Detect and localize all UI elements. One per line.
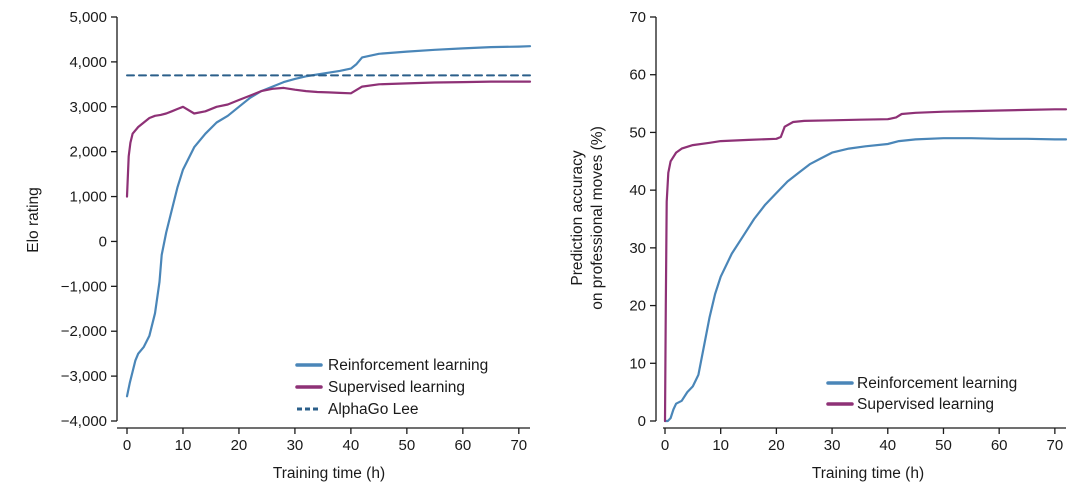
elo-y-tick-label-3: −1,000 — [61, 278, 107, 295]
accuracy-legend-label-sl: Supervised learning — [857, 396, 994, 413]
elo-x-tick-label-6: 60 — [454, 437, 471, 454]
elo-x-tick-label-5: 50 — [399, 437, 416, 454]
elo-y-tick-label-4: 0 — [99, 233, 107, 250]
elo-legend: Reinforcement learning Supervised learni… — [295, 357, 488, 418]
accuracy-series-reinforcement-learning-line — [663, 137, 1068, 423]
elo-y-tick-label-0: −4,000 — [61, 413, 107, 430]
elo-chart: −4,000 −3,000 −2,000 −1,000 0 1,000 2,000 3,000… — [25, 9, 532, 482]
accuracy-y-tick-label-5: 50 — [629, 124, 646, 141]
accuracy-x-tick-label-6: 60 — [991, 437, 1008, 454]
accuracy-x-tick-label-1: 10 — [712, 437, 729, 454]
accuracy-y-tick-label-3: 30 — [629, 240, 646, 257]
elo-legend-label-sl: Supervised learning — [328, 379, 465, 396]
accuracy-y-tick-label-4: 40 — [629, 182, 646, 199]
accuracy-x-tick-label-3: 30 — [824, 437, 841, 454]
accuracy-legend: Reinforcement learning Supervised learni… — [826, 375, 1017, 413]
accuracy-y-axis-label-line2: on professional moves (%) — [589, 126, 606, 310]
elo-series-reinforcement-learning-line — [125, 45, 532, 398]
elo-legend-label-alphago: AlphaGo Lee — [328, 401, 419, 418]
elo-x-tick-label-4: 40 — [343, 437, 360, 454]
accuracy-y-tick-label-2: 20 — [629, 298, 646, 315]
accuracy-x-tick-label-4: 40 — [879, 437, 896, 454]
elo-y-tick-label-9: 5,000 — [69, 9, 107, 26]
elo-y-tick-label-2: −2,000 — [61, 323, 107, 340]
elo-y-tick-label-7: 3,000 — [69, 99, 107, 116]
elo-y-axis: −4,000 −3,000 −2,000 −1,000 0 1,000 2,000 3,000… — [61, 9, 118, 430]
accuracy-y-axis: 0 10 20 30 40 50 60 70 — [629, 9, 657, 430]
elo-x-axis: 0 10 20 30 40 50 60 70 — [117, 427, 530, 454]
accuracy-x-tick-label-2: 20 — [768, 437, 785, 454]
accuracy-x-tick-label-0: 0 — [661, 437, 669, 454]
elo-x-axis-label: Training time (h) — [273, 465, 385, 482]
elo-x-tick-label-1: 10 — [175, 437, 192, 454]
accuracy-legend-label-rl: Reinforcement learning — [857, 375, 1017, 392]
elo-x-tick-label-7: 70 — [510, 437, 527, 454]
accuracy-y-tick-label-1: 10 — [629, 355, 646, 372]
accuracy-chart: 0 10 20 30 40 50 60 70 0 10 20 30 40 50 60 70 Predicti… — [569, 9, 1068, 482]
elo-y-tick-label-5: 1,000 — [69, 189, 107, 206]
accuracy-y-tick-label-7: 70 — [629, 9, 646, 26]
accuracy-x-tick-label-7: 70 — [1047, 437, 1064, 454]
accuracy-y-tick-label-6: 60 — [629, 67, 646, 84]
elo-x-tick-label-3: 30 — [287, 437, 304, 454]
elo-y-tick-label-6: 2,000 — [69, 144, 107, 161]
elo-x-tick-label-2: 20 — [231, 437, 248, 454]
elo-series-supervised-learning-line — [125, 80, 532, 198]
accuracy-x-tick-label-5: 50 — [935, 437, 952, 454]
accuracy-y-axis-label-line1: Prediction accuracy — [569, 150, 586, 286]
elo-x-tick-label-0: 0 — [123, 437, 131, 454]
accuracy-y-tick-label-0: 0 — [638, 413, 646, 430]
elo-series-group — [125, 45, 532, 398]
accuracy-series-group — [663, 108, 1068, 423]
elo-y-tick-label-1: −3,000 — [61, 368, 107, 385]
accuracy-x-axis: 0 10 20 30 40 50 60 70 — [661, 427, 1066, 454]
accuracy-x-axis-label: Training time (h) — [812, 465, 924, 482]
elo-legend-label-rl: Reinforcement learning — [328, 357, 488, 374]
elo-y-tick-label-8: 4,000 — [69, 54, 107, 71]
elo-y-axis-label: Elo rating — [25, 187, 42, 252]
accuracy-series-supervised-learning-line — [663, 108, 1068, 423]
